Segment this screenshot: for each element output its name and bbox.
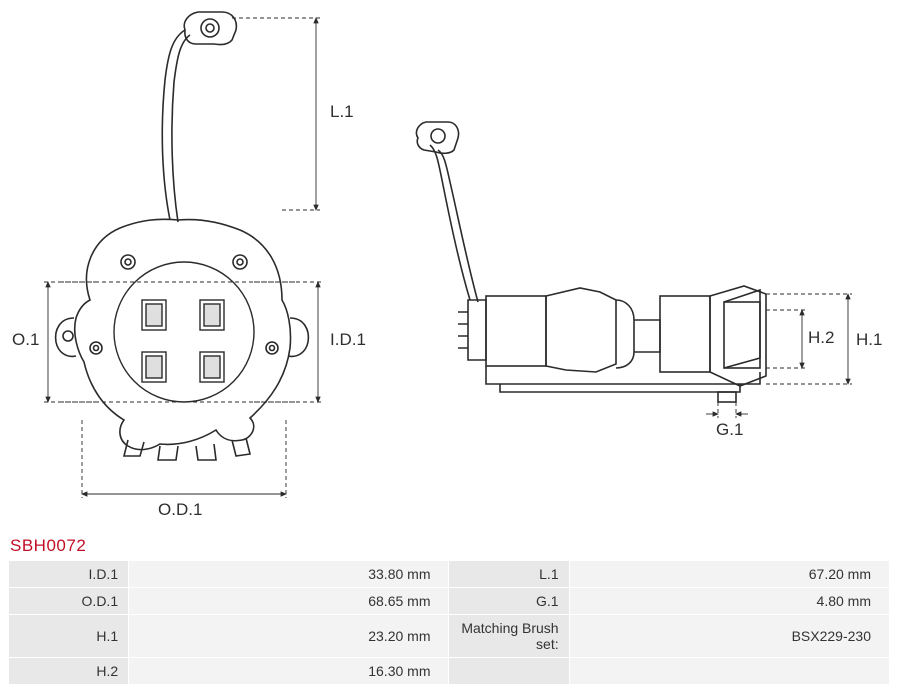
spec-key: O.D.1 xyxy=(9,588,129,615)
spec-val: 33.80 mm xyxy=(129,561,449,588)
technical-drawing: L.1 I.D.1 O.1 O.D.1 H.1 H.2 G.1 xyxy=(0,0,897,530)
table-row: I.D.1 33.80 mm L.1 67.20 mm xyxy=(9,561,890,588)
label-o1: O.1 xyxy=(12,330,39,350)
spec-key: L.1 xyxy=(449,561,569,588)
spec-val xyxy=(569,658,889,685)
spec-val: BSX229-230 xyxy=(569,615,889,658)
spec-key: H.1 xyxy=(9,615,129,658)
label-h2: H.2 xyxy=(808,328,834,348)
label-od1: O.D.1 xyxy=(158,500,202,520)
label-l1: L.1 xyxy=(330,102,354,122)
spec-val: 68.65 mm xyxy=(129,588,449,615)
label-h1: H.1 xyxy=(856,330,882,350)
spec-val: 23.20 mm xyxy=(129,615,449,658)
spec-key: I.D.1 xyxy=(9,561,129,588)
spec-key: G.1 xyxy=(449,588,569,615)
spec-table: I.D.1 33.80 mm L.1 67.20 mm O.D.1 68.65 … xyxy=(8,560,890,685)
spec-val: 67.20 mm xyxy=(569,561,889,588)
table-row: H.2 16.30 mm xyxy=(9,658,890,685)
spec-key xyxy=(449,658,569,685)
spec-key: H.2 xyxy=(9,658,129,685)
drawing-svg xyxy=(0,0,897,530)
part-number: SBH0072 xyxy=(10,536,86,556)
left-view xyxy=(56,12,309,460)
label-id1: I.D.1 xyxy=(330,330,366,350)
spec-val: 4.80 mm xyxy=(569,588,889,615)
table-row: H.1 23.20 mm Matching Brush set: BSX229-… xyxy=(9,615,890,658)
spec-val: 16.30 mm xyxy=(129,658,449,685)
label-g1: G.1 xyxy=(716,420,743,440)
spec-key: Matching Brush set: xyxy=(449,615,569,658)
table-row: O.D.1 68.65 mm G.1 4.80 mm xyxy=(9,588,890,615)
right-view xyxy=(416,122,766,402)
